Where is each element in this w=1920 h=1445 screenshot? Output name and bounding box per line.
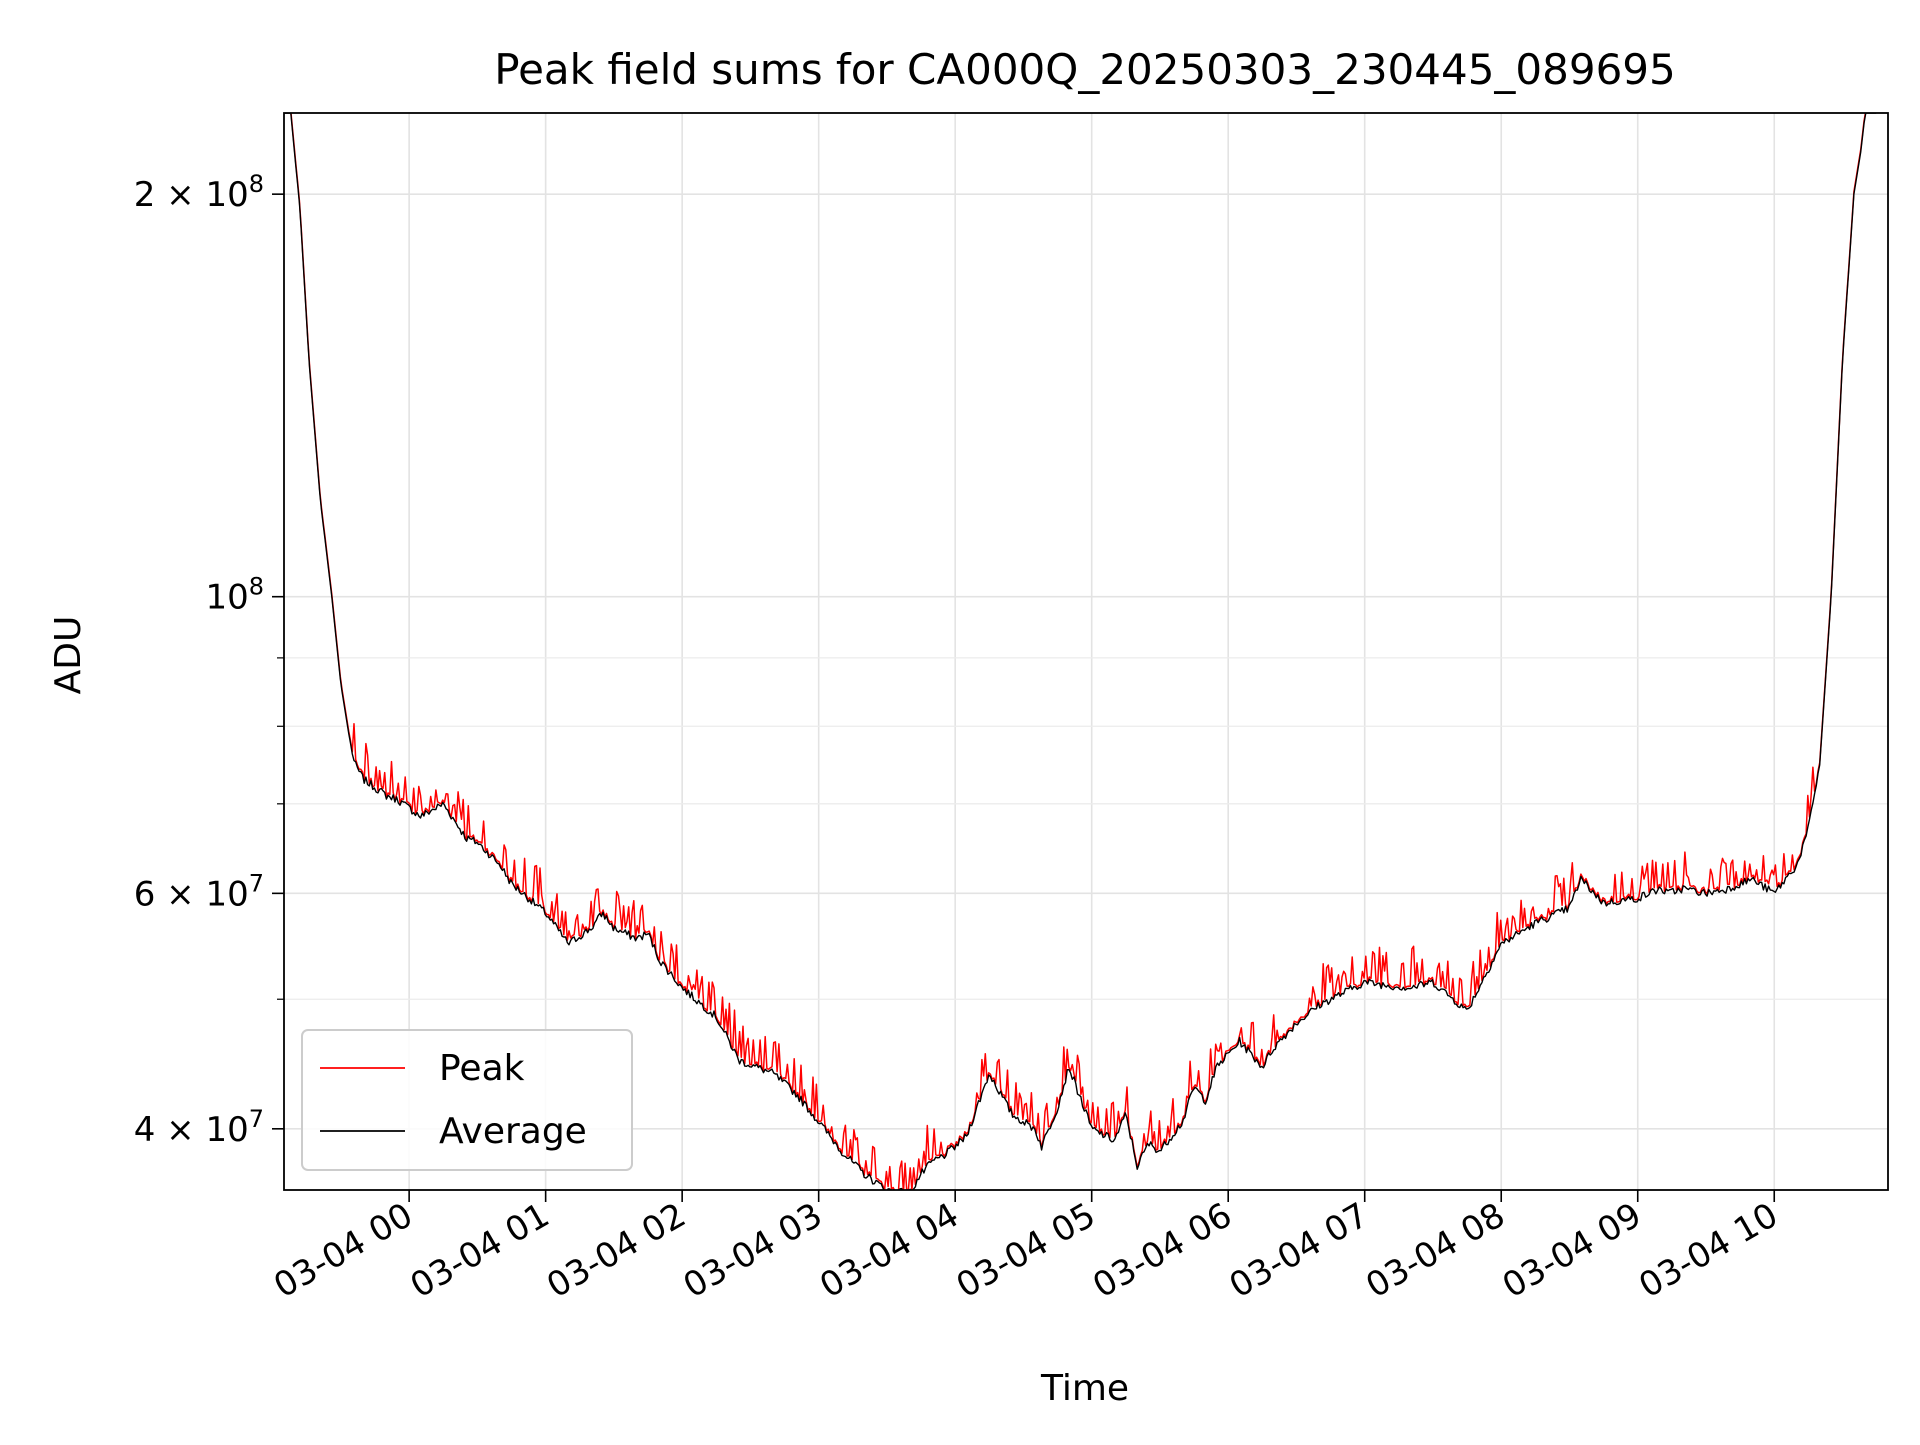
axes-frame — [283, 112, 1889, 1191]
y-tick-label: 6 × 107 — [134, 869, 264, 914]
y-tick-label: 2 × 108 — [134, 170, 264, 215]
legend-box — [301, 1029, 633, 1171]
plot-area — [284, 113, 1877, 1190]
y-tick-label: 4 × 107 — [134, 1105, 264, 1150]
y-tick-label: 108 — [205, 573, 264, 618]
x-axis-label: Time — [1040, 1368, 1129, 1409]
series-line-average — [284, 113, 1877, 1190]
legend: Peak Average — [301, 1029, 633, 1171]
y-axis: 4 × 107 6 × 107 108 2 × 108 — [134, 170, 284, 1150]
grid — [284, 113, 1888, 1190]
legend-label-average: Average — [439, 1111, 587, 1152]
series-line-peak — [290, 113, 1867, 1190]
chart-title: Peak field sums for CA000Q_20250303_2304… — [494, 45, 1676, 94]
y-axis-label: ADU — [48, 616, 89, 695]
legend-label-peak: Peak — [439, 1048, 525, 1089]
